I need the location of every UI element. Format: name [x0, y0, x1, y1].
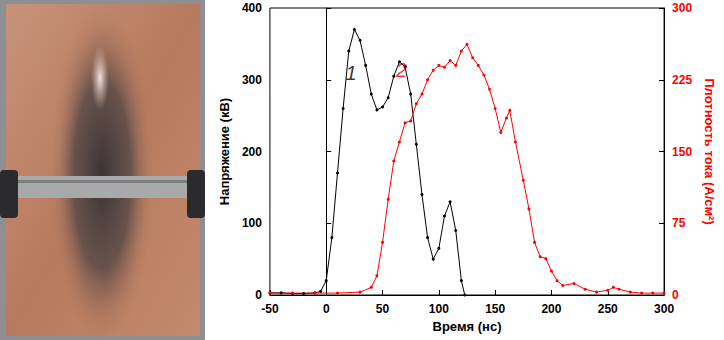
- svg-text:-50: -50: [261, 302, 279, 316]
- svg-text:Время (нс): Время (нс): [433, 319, 502, 334]
- svg-text:Напряжение (кВ): Напряжение (кВ): [217, 98, 232, 205]
- svg-text:100: 100: [429, 302, 449, 316]
- svg-text:75: 75: [672, 216, 686, 230]
- svg-text:1: 1: [345, 61, 357, 84]
- svg-text:300: 300: [672, 1, 692, 15]
- svg-text:250: 250: [598, 302, 618, 316]
- svg-text:300: 300: [654, 302, 674, 316]
- svg-text:200: 200: [541, 302, 561, 316]
- svg-text:2: 2: [396, 59, 408, 82]
- svg-text:0: 0: [255, 288, 262, 302]
- svg-text:0: 0: [323, 302, 330, 316]
- svg-text:50: 50: [376, 302, 390, 316]
- svg-text:225: 225: [672, 73, 692, 87]
- svg-text:200: 200: [242, 145, 262, 159]
- svg-text:150: 150: [672, 145, 692, 159]
- svg-text:100: 100: [242, 216, 262, 230]
- svg-text:0: 0: [672, 288, 679, 302]
- svg-text:300: 300: [242, 73, 262, 87]
- svg-text:Плотность тока (A/см²): Плотность тока (A/см²): [702, 78, 717, 225]
- svg-text:400: 400: [242, 1, 262, 15]
- svg-text:150: 150: [485, 302, 505, 316]
